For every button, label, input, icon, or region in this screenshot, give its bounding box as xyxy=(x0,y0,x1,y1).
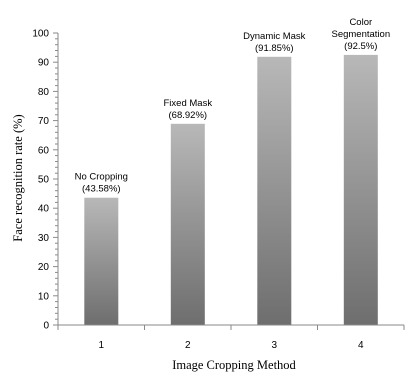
bar-data-label: (68.92%) xyxy=(169,110,208,121)
y-axis-title: Face recognition rate (%) xyxy=(11,114,25,241)
y-tick-label: 40 xyxy=(38,204,50,215)
bar-data-label: Dynamic Mask xyxy=(243,31,306,42)
bar-3 xyxy=(257,56,292,326)
y-tick-label: 50 xyxy=(38,175,50,186)
bar-1 xyxy=(84,197,119,325)
bar-data-label: (91.85%) xyxy=(255,43,294,54)
y-tick-label: 90 xyxy=(38,58,50,69)
bar-data-label: Segmentation xyxy=(331,29,390,40)
x-tick-label: 2 xyxy=(185,340,191,351)
x-tick-label: 3 xyxy=(272,340,278,351)
bar-data-label: (92.5%) xyxy=(344,41,377,52)
bar-data-label: (43.58%) xyxy=(82,184,121,195)
y-tick-label: 30 xyxy=(38,233,50,244)
y-tick-label: 70 xyxy=(38,116,50,127)
y-tick-label: 10 xyxy=(38,291,50,302)
y-tick-label: 100 xyxy=(32,29,49,40)
x-tick-label: 1 xyxy=(99,340,105,351)
y-tick-label: 20 xyxy=(38,262,50,273)
x-axis-title: Image Cropping Method xyxy=(172,358,296,372)
bar-4 xyxy=(343,54,378,326)
bar-data-label: No Cropping xyxy=(75,172,128,183)
bar-data-label: Color xyxy=(349,17,372,28)
y-tick-label: 60 xyxy=(38,145,50,156)
bar-2 xyxy=(170,123,205,325)
bar-data-label: Fixed Mask xyxy=(164,98,213,109)
y-tick-label: 80 xyxy=(38,87,50,98)
x-tick-label: 4 xyxy=(358,340,364,351)
y-tick-label: 0 xyxy=(43,321,49,332)
